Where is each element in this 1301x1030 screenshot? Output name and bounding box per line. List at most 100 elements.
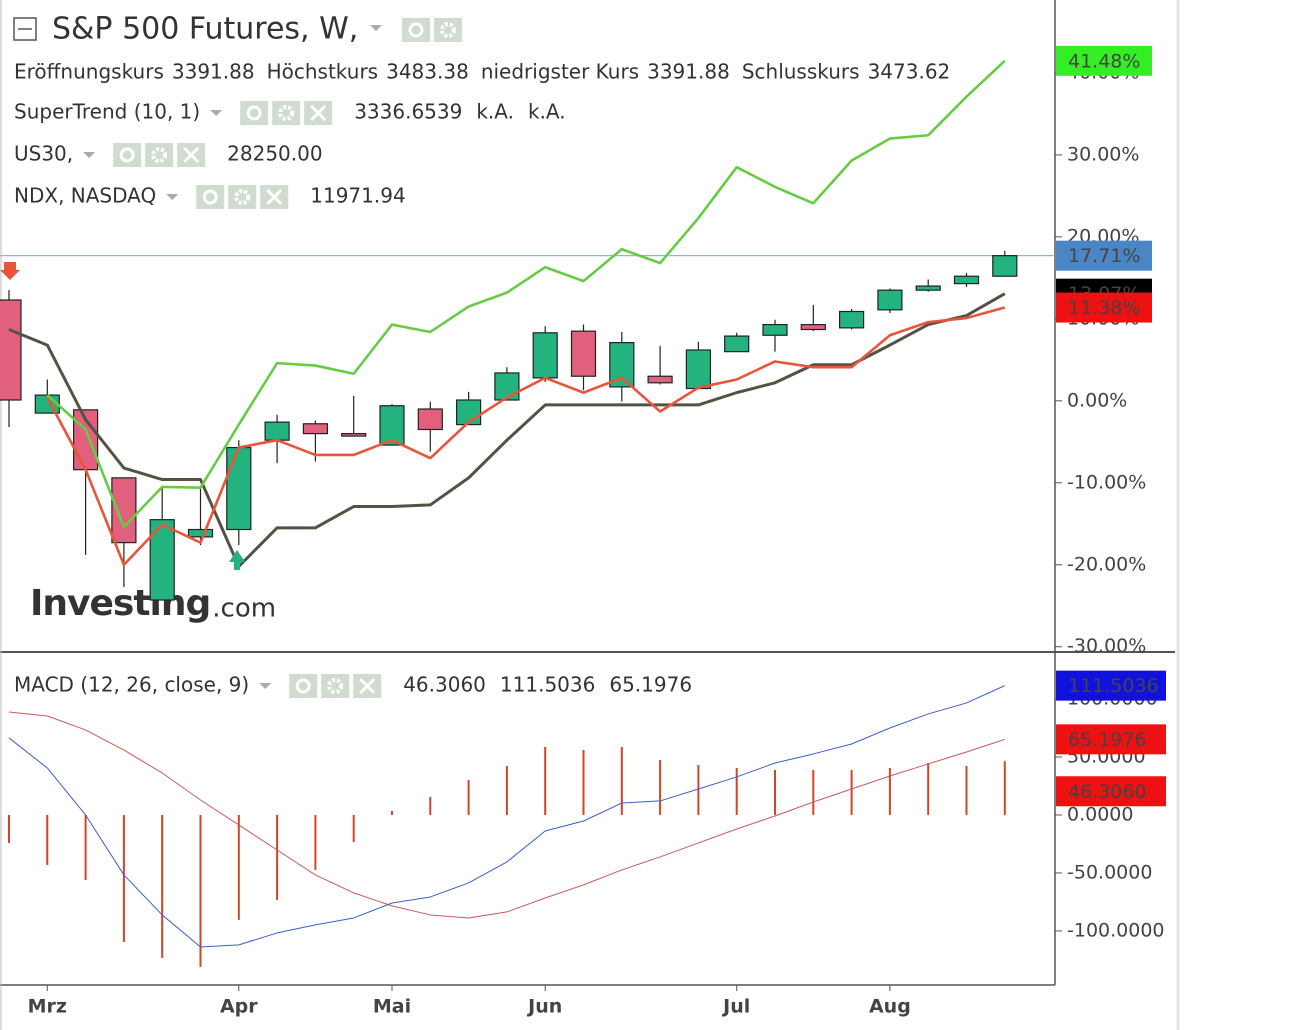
dropdown[interactable] <box>370 25 382 31</box>
candle-body <box>838 310 865 329</box>
legend-value: k.A. <box>476 100 514 124</box>
macd-value-box <box>1056 670 1166 701</box>
last-price-label-box <box>1056 240 1152 271</box>
y-tick-label: -10.00% <box>1067 471 1146 493</box>
series-last-label-box <box>1056 45 1152 76</box>
eye-icon <box>202 189 218 205</box>
legend-value: k.A. <box>528 100 566 124</box>
eye-icon <box>119 147 135 163</box>
eye-icon <box>246 105 262 121</box>
candle-body <box>187 528 214 538</box>
icon-button[interactable] <box>196 185 225 209</box>
ohlc-value: 3483.38 <box>386 60 469 84</box>
close-icon <box>310 104 327 122</box>
dropdown[interactable] <box>83 152 96 158</box>
candle-body <box>302 423 328 435</box>
ohlc-value: 3391.88 <box>647 60 730 84</box>
y-tick-label: -20.00% <box>1067 553 1146 575</box>
macd-value-label: 65.1976 <box>1068 729 1147 751</box>
icon-button[interactable] <box>321 674 350 698</box>
candle-body <box>379 405 405 446</box>
signal-line <box>8 711 1005 919</box>
icon-button[interactable] <box>113 143 142 167</box>
sell-signal <box>0 262 20 280</box>
legend-value: 111.5036 <box>500 673 595 697</box>
macd-line <box>8 685 1006 948</box>
ohlc-label: Schlusskurs <box>742 60 860 84</box>
candle-body <box>877 289 903 311</box>
legend-name: US30, <box>14 142 73 166</box>
candle-body <box>111 477 137 544</box>
eye-icon <box>295 678 311 694</box>
candle-body <box>724 335 750 353</box>
candle-body <box>953 275 980 285</box>
candle-body <box>762 323 788 336</box>
candle-body <box>685 349 712 390</box>
legend-value: 65.1976 <box>609 673 692 697</box>
icon-button[interactable] <box>402 18 430 42</box>
watermark-suffix: .com <box>212 594 276 624</box>
candle-body <box>341 433 367 437</box>
candle-body <box>417 408 443 431</box>
macd-value-box <box>1056 776 1166 807</box>
ohlc-value: 3473.62 <box>868 60 951 84</box>
x-tick-label: Jul <box>721 996 750 1018</box>
ohlc-label: Eröffnungskurs <box>14 60 164 84</box>
collapse-button[interactable] <box>13 17 37 41</box>
series-line <box>46 306 1006 567</box>
dropdown[interactable] <box>210 110 223 116</box>
dropdown[interactable] <box>259 683 272 689</box>
legend-name: NDX, NASDAQ <box>14 184 156 208</box>
chart-title: S&P 500 Futures, W, <box>52 12 358 47</box>
candle-body <box>992 255 1018 277</box>
icon-button[interactable] <box>228 185 257 209</box>
watermark: Investing <box>30 583 210 624</box>
macd-value-label: 111.5036 <box>1068 675 1159 697</box>
close-icon <box>183 146 200 164</box>
candle-body <box>494 372 520 401</box>
ohlc-value: 3391.88 <box>172 60 255 84</box>
gear-icon <box>278 105 295 121</box>
eye-icon <box>408 22 424 38</box>
y-tick-label: -50.0000 <box>1067 861 1152 883</box>
ohlc-label: Höchstkurs <box>267 60 379 84</box>
series-last-label: 41.48% <box>1068 50 1140 72</box>
buy-signal <box>229 550 245 570</box>
macd-value-box <box>1056 724 1166 755</box>
x-tick-label: Mrz <box>28 996 67 1018</box>
legend-value: 3336.6539 <box>354 100 462 124</box>
dropdown[interactable] <box>166 194 179 200</box>
icon-button[interactable] <box>289 674 318 698</box>
macd-value-label: 46.3060 <box>1068 781 1147 803</box>
series-last-label: 11.38% <box>1068 297 1140 319</box>
legend-value: 46.3060 <box>403 673 486 697</box>
legend-value: 11971.94 <box>310 184 405 208</box>
icon-button[interactable] <box>145 143 174 167</box>
candle-body <box>570 330 597 377</box>
close-icon <box>359 677 376 695</box>
ohlc-label: niedrigster Kurs <box>481 60 639 84</box>
x-tick-label: Apr <box>220 996 258 1018</box>
candle-body <box>532 332 558 379</box>
legend-name: SuperTrend (10, 1) <box>14 100 200 124</box>
x-tick-label: Mai <box>373 996 411 1018</box>
icon-button[interactable] <box>434 18 462 42</box>
last-price-label: 17.71% <box>1068 245 1140 267</box>
candle-body <box>0 299 22 401</box>
candle-body <box>915 285 941 291</box>
candle-body <box>647 375 673 384</box>
y-tick-label: 30.00% <box>1067 143 1139 165</box>
gear-icon <box>151 147 168 163</box>
icon-button[interactable] <box>272 101 301 125</box>
icon-button[interactable] <box>240 101 269 125</box>
series-line <box>8 292 1006 568</box>
legend-name: MACD (12, 26, close, 9) <box>14 673 249 697</box>
x-tick-label: Aug <box>869 996 911 1018</box>
x-tick-label: Jun <box>526 996 562 1018</box>
close-icon <box>266 188 283 206</box>
series-line <box>46 59 1006 529</box>
gear-icon <box>440 22 456 38</box>
y-tick-label: 0.00% <box>1067 389 1127 411</box>
series-last-label-box <box>1056 292 1152 323</box>
